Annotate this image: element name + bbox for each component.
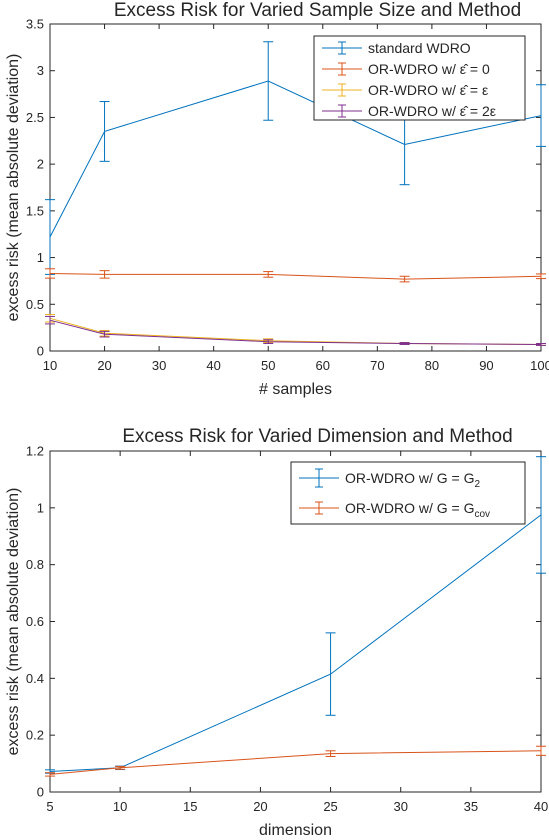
error-bar xyxy=(45,268,55,279)
error-bar xyxy=(325,632,336,716)
y-tick-label: 3 xyxy=(37,63,44,78)
error-bar xyxy=(99,270,110,279)
x-tick-label: 80 xyxy=(425,358,439,373)
error-bar xyxy=(399,275,410,283)
y-tick-label: 1 xyxy=(37,250,44,265)
x-tick-label: 30 xyxy=(152,358,166,373)
y-tick-label: 0 xyxy=(37,344,44,359)
x-tick-label: 60 xyxy=(316,358,330,373)
series-1 xyxy=(45,41,546,275)
y-tick-label: 0.2 xyxy=(26,728,44,743)
legend-label: OR-WDRO w/ G = Gcov xyxy=(345,500,490,520)
legend: standard WDRO OR-WDRO w/ ε̂ = 0 OR-WDRO w/… xyxy=(313,35,526,121)
series-3 xyxy=(45,314,546,346)
legend-label: OR-WDRO w/ ε̂ = 2ε xyxy=(368,103,496,119)
y-tick-label: 0.4 xyxy=(26,671,44,686)
error-bar xyxy=(45,772,55,777)
legend-label: OR-WDRO w/ ε̂ = ε xyxy=(368,82,488,98)
y-tick-label: 0.5 xyxy=(26,297,44,312)
legend: OR-WDRO w/ G = G2 OR-WDRO w/ G = Gcov xyxy=(290,461,526,525)
legend-label: OR-WDRO w/ G = G2 xyxy=(345,470,481,490)
x-tick-label: 30 xyxy=(393,799,407,814)
chart-1: 10 20 30 40 50 60 70 80 90 100 0 0.5 1 1.5 2 2.5 3 3.5 Exc… xyxy=(5,0,549,398)
legend-box xyxy=(313,35,526,121)
error-bar xyxy=(115,765,126,770)
x-tick-label: 20 xyxy=(253,799,267,814)
error-bar xyxy=(536,343,546,346)
error-bar xyxy=(536,745,546,756)
error-bar xyxy=(536,84,546,147)
legend-label: standard WDRO xyxy=(368,40,471,56)
series-line xyxy=(49,273,542,280)
legend-box xyxy=(290,461,526,525)
y-tick-label: 0.6 xyxy=(26,614,44,629)
legend-entry: OR-WDRO w/ ε̂ = 0 xyxy=(322,61,490,77)
error-bar xyxy=(45,315,55,325)
series-2 xyxy=(45,745,546,777)
x-tick-label: 25 xyxy=(323,799,337,814)
axes-box xyxy=(49,23,542,352)
x-tick-label: 35 xyxy=(464,799,478,814)
chart-title: Excess Risk for Varied Sample Size and M… xyxy=(114,0,521,21)
error-bar xyxy=(99,330,110,338)
legend-entry: OR-WDRO w/ G = Gcov xyxy=(299,500,490,520)
y-tick-label: 0.8 xyxy=(26,557,44,572)
y-tick-label: 2.5 xyxy=(26,110,44,125)
error-bar xyxy=(536,273,546,280)
error-bar xyxy=(536,456,546,574)
legend-label: OR-WDRO w/ ε̂ = 0 xyxy=(368,61,490,77)
chart-title: Excess Risk for Varied Dimension and Met… xyxy=(122,426,512,447)
y-axis-label: excess risk (mean absolute deviation) xyxy=(5,488,22,756)
error-bar xyxy=(399,342,410,345)
legend-entry: OR-WDRO w/ ε̂ = ε xyxy=(322,82,488,98)
y-tick-label: 1 xyxy=(37,500,44,515)
x-tick-label: 40 xyxy=(534,799,548,814)
x-axis-label: # samples xyxy=(259,381,332,398)
error-bar xyxy=(325,750,336,757)
y-axis-label: excess risk (mean absolute deviation) xyxy=(5,54,22,322)
series-line xyxy=(49,514,542,772)
series-line xyxy=(49,317,542,345)
x-tick-label: 5 xyxy=(46,799,53,814)
x-tick-label: 100 xyxy=(530,358,549,373)
x-tick-label: 15 xyxy=(183,799,197,814)
x-tick-label: 50 xyxy=(261,358,275,373)
error-bar xyxy=(99,101,110,162)
x-tick-label: 70 xyxy=(370,358,384,373)
series-line xyxy=(49,750,542,775)
x-axis-label: dimension xyxy=(259,822,332,839)
series-4 xyxy=(45,315,546,346)
y-tick-label: 2 xyxy=(37,157,44,172)
legend-entry: standard WDRO xyxy=(322,40,471,56)
error-bar xyxy=(263,41,274,121)
y-tick-label: 0 xyxy=(37,785,44,800)
y-tick-label: 3.5 xyxy=(26,17,44,32)
x-tick-label: 40 xyxy=(206,358,220,373)
y-tick-label: 1.5 xyxy=(26,203,44,218)
x-tick-label: 20 xyxy=(97,358,111,373)
chart-2: 5 10 15 20 25 30 35 40 0 0.2 0.4 0.6 0.8 1 1.2 Excess R… xyxy=(5,426,548,839)
x-tick-label: 10 xyxy=(43,358,57,373)
error-bar xyxy=(263,339,274,345)
x-tick-label: 10 xyxy=(113,799,127,814)
y-tick-label: 1.2 xyxy=(26,444,44,459)
legend-entry: OR-WDRO w/ ε̂ = 2ε xyxy=(322,103,496,119)
series-2 xyxy=(45,268,546,283)
x-tick-label: 90 xyxy=(479,358,493,373)
error-bar xyxy=(263,271,274,278)
legend-entry: OR-WDRO w/ G = G2 xyxy=(299,468,481,490)
